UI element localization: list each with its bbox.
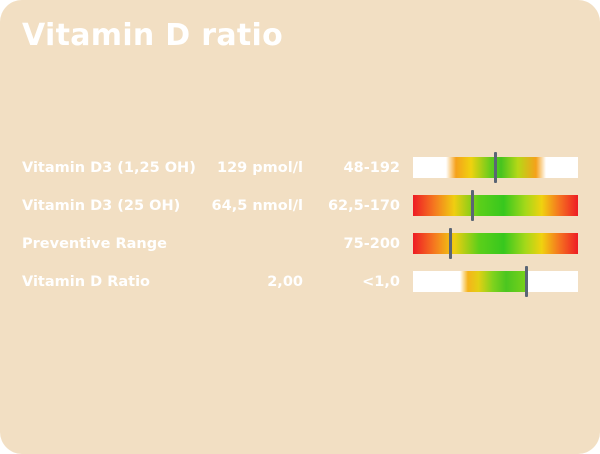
result-name: Vitamin D Ratio — [22, 274, 151, 290]
result-row-vitamin-d-ratio: Vitamin D Ratio 2,00 <1,0 — [0, 266, 600, 297]
result-reference-range: 62,5-170 — [327, 198, 400, 214]
result-name: Vitamin D3 (1,25 OH) — [22, 160, 196, 176]
result-row-preventive-range: Preventive Range 75-200 — [0, 228, 600, 259]
value-marker — [525, 266, 529, 297]
range-bar-gradient — [460, 271, 526, 292]
range-bar — [413, 152, 578, 183]
result-value: 64,5 nmol/l — [211, 198, 303, 214]
result-name: Vitamin D3 (25 OH) — [22, 198, 181, 214]
result-reference-range: 48-192 — [343, 160, 400, 176]
range-bar-gradient — [413, 233, 578, 254]
range-bar — [413, 190, 578, 221]
result-value: 129 pmol/l — [216, 160, 303, 176]
result-value: 2,00 — [267, 274, 303, 290]
result-reference-range: <1,0 — [362, 274, 400, 290]
value-marker — [449, 228, 453, 259]
range-bar — [413, 266, 578, 297]
result-row-vitamin-d3-1-25: Vitamin D3 (1,25 OH) 129 pmol/l 48-192 — [0, 152, 600, 183]
range-bar — [413, 228, 578, 259]
value-marker — [470, 190, 474, 221]
card-title: Vitamin D ratio — [22, 18, 284, 53]
result-reference-range: 75-200 — [343, 236, 400, 252]
range-bar-gradient — [413, 195, 578, 216]
value-marker — [494, 152, 497, 183]
result-row-vitamin-d3-25: Vitamin D3 (25 OH) 64,5 nmol/l 62,5-170 — [0, 190, 600, 221]
result-name: Preventive Range — [22, 236, 167, 252]
